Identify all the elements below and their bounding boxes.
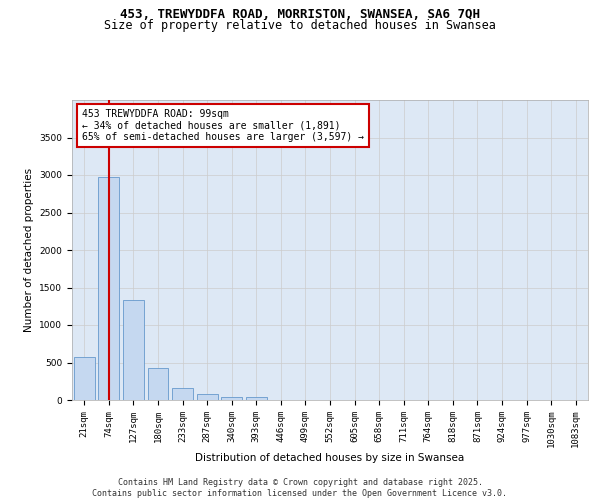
Text: Contains HM Land Registry data © Crown copyright and database right 2025.
Contai: Contains HM Land Registry data © Crown c… bbox=[92, 478, 508, 498]
Bar bbox=[197, 394, 218, 400]
Bar bbox=[74, 356, 95, 400]
Bar bbox=[123, 300, 144, 400]
X-axis label: Distribution of detached houses by size in Swansea: Distribution of detached houses by size … bbox=[196, 453, 464, 463]
Y-axis label: Number of detached properties: Number of detached properties bbox=[24, 168, 34, 332]
Bar bbox=[148, 368, 169, 400]
Text: 453, TREWYDDFA ROAD, MORRISTON, SWANSEA, SA6 7QH: 453, TREWYDDFA ROAD, MORRISTON, SWANSEA,… bbox=[120, 8, 480, 20]
Bar bbox=[172, 388, 193, 400]
Text: 453 TREWYDDFA ROAD: 99sqm
← 34% of detached houses are smaller (1,891)
65% of se: 453 TREWYDDFA ROAD: 99sqm ← 34% of detac… bbox=[82, 109, 364, 142]
Text: Size of property relative to detached houses in Swansea: Size of property relative to detached ho… bbox=[104, 19, 496, 32]
Bar bbox=[98, 178, 119, 400]
Bar bbox=[246, 397, 267, 400]
Bar bbox=[221, 396, 242, 400]
